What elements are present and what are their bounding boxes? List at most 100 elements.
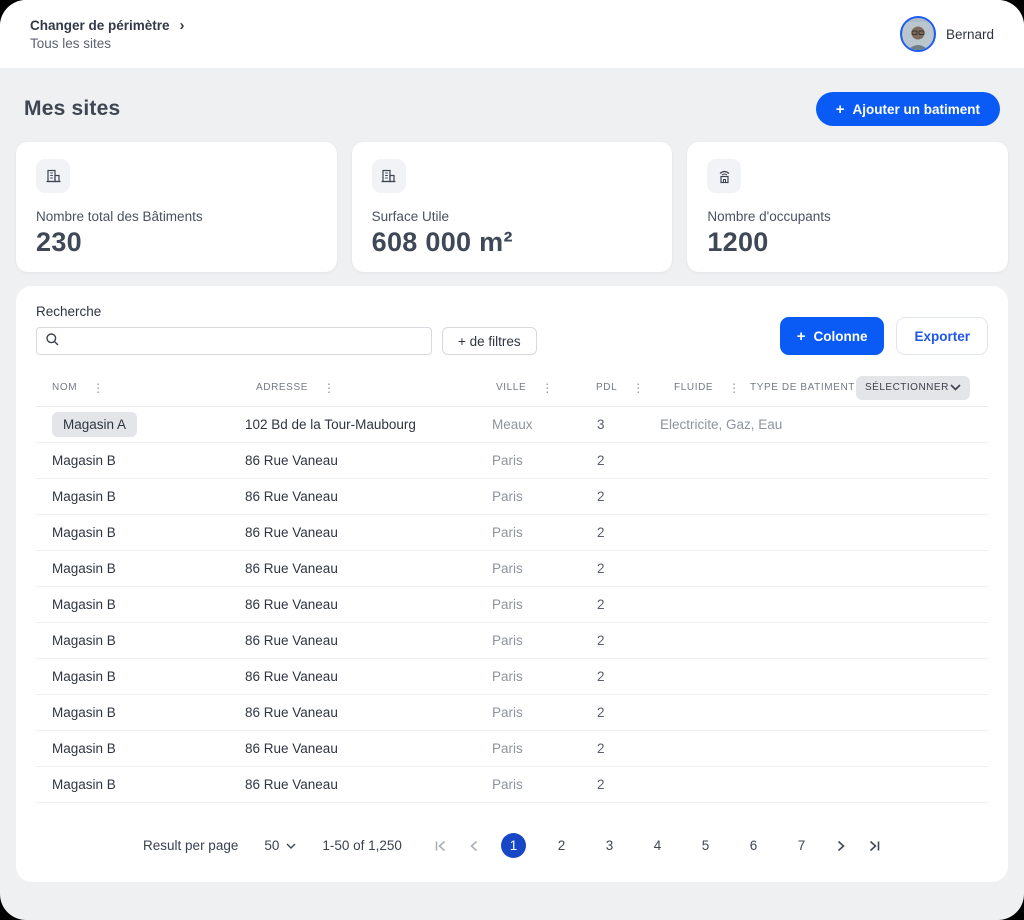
- first-page-icon[interactable]: [434, 840, 447, 852]
- stat-value: 608 000 m²: [371, 227, 513, 257]
- row-address: 86 Rue Vaneau: [245, 597, 338, 612]
- row-address: 86 Rue Vaneau: [245, 561, 338, 576]
- breadcrumb: Changer de périmètre › Tous les sites: [30, 18, 185, 51]
- row-city: Paris: [492, 597, 523, 612]
- row-fluide: Electricite, Gaz, Eau: [660, 417, 783, 432]
- export-button[interactable]: Exporter: [896, 317, 988, 355]
- select-dropdown[interactable]: SÉLECTIONNER: [856, 375, 970, 400]
- row-name: Magasin B: [52, 741, 116, 756]
- page-size-select[interactable]: 50: [264, 838, 296, 853]
- search-label: Recherche: [36, 304, 102, 319]
- more-filters-button[interactable]: + de filtres: [442, 327, 537, 355]
- stat-label: Surface Utile: [371, 209, 449, 224]
- kebab-menu-icon[interactable]: ⋮: [541, 380, 554, 395]
- table-row[interactable]: Magasin B 86 Rue Vaneau Paris 2: [36, 767, 988, 803]
- row-name: Magasin A: [52, 412, 138, 437]
- page-number[interactable]: 1: [500, 833, 526, 858]
- row-address: 86 Rue Vaneau: [245, 669, 338, 684]
- row-name: Magasin B: [52, 705, 116, 720]
- row-name: Magasin B: [52, 633, 116, 648]
- avatar[interactable]: [899, 16, 936, 52]
- page-numbers: 1 2 3 4 5 6 7: [500, 833, 814, 858]
- add-building-button[interactable]: + Ajouter un batiment: [815, 92, 1000, 126]
- page-number[interactable]: 5: [701, 838, 710, 853]
- column-header-ville[interactable]: VILLE ⋮: [496, 380, 554, 395]
- kebab-menu-icon[interactable]: ⋮: [323, 380, 335, 395]
- user-menu[interactable]: Bernard: [899, 16, 994, 52]
- previous-page-icon[interactable]: [470, 840, 478, 852]
- search-input[interactable]: [36, 327, 432, 355]
- table-row[interactable]: Magasin B 86 Rue Vaneau Paris 2: [36, 695, 988, 731]
- column-header-fluide[interactable]: FLUIDE ⋮: [674, 380, 741, 395]
- page-number[interactable]: 4: [653, 838, 662, 853]
- row-city: Paris: [492, 525, 523, 540]
- table-row[interactable]: Magasin B 86 Rue Vaneau Paris 2: [36, 623, 988, 659]
- row-pdl: 2: [597, 669, 605, 684]
- row-pdl: 3: [597, 417, 605, 432]
- row-city: Paris: [492, 453, 523, 468]
- row-pdl: 2: [597, 561, 605, 576]
- row-address: 102 Bd de la Tour-Maubourg: [245, 417, 416, 432]
- stat-card-surface: Surface Utile 608 000 m²: [351, 142, 673, 272]
- plus-icon: +: [796, 327, 806, 345]
- table-footer: Result per page 50 1-50 of 1,250: [36, 833, 988, 866]
- row-pdl: 2: [597, 525, 605, 540]
- row-name: Magasin B: [52, 669, 116, 684]
- add-building-label: Ajouter un batiment: [852, 101, 981, 117]
- stat-card-total-buildings: Nombre total des Bâtiments 230: [16, 142, 337, 272]
- table-row[interactable]: Magasin B 86 Rue Vaneau Paris 2: [36, 551, 988, 587]
- row-address: 86 Rue Vaneau: [245, 489, 338, 504]
- table-row[interactable]: Magasin B 86 Rue Vaneau Paris 2: [36, 731, 988, 767]
- column-header-type-batiment[interactable]: TYPE DE BATIMENT ⋮: [736, 381, 882, 395]
- row-city: Paris: [492, 669, 523, 684]
- stat-label: Nombre d'occupants: [707, 209, 831, 224]
- page-number[interactable]: 3: [605, 838, 614, 853]
- kebab-menu-icon[interactable]: ⋮: [728, 380, 741, 395]
- breadcrumb-perimeter[interactable]: Changer de périmètre ›: [30, 18, 185, 33]
- occupants-icon: [707, 159, 742, 193]
- plus-icon: +: [835, 100, 845, 118]
- table-body: Magasin A 102 Bd de la Tour-Maubourg Mea…: [36, 407, 988, 803]
- page-number[interactable]: 7: [797, 838, 806, 853]
- row-city: Meaux: [492, 417, 533, 432]
- row-address: 86 Rue Vaneau: [245, 741, 338, 756]
- row-name: Magasin B: [52, 561, 116, 576]
- page-number[interactable]: 2: [557, 838, 566, 853]
- table-row[interactable]: Magasin B 86 Rue Vaneau Paris 2: [36, 515, 988, 551]
- chevron-down-icon: [286, 843, 296, 849]
- last-page-icon[interactable]: [868, 840, 881, 852]
- results-range: 1-50 of 1,250: [322, 838, 402, 853]
- user-name: Bernard: [945, 26, 994, 42]
- column-header-adresse[interactable]: ADRESSE ⋮: [256, 380, 335, 395]
- page-header: Mes sites + Ajouter un batiment: [0, 68, 1024, 142]
- table-row[interactable]: Magasin A 102 Bd de la Tour-Maubourg Mea…: [36, 407, 988, 443]
- table-row[interactable]: Magasin B 86 Rue Vaneau Paris 2: [36, 659, 988, 695]
- table-row[interactable]: Magasin B 86 Rue Vaneau Paris 2: [36, 479, 988, 515]
- row-name: Magasin B: [52, 489, 116, 504]
- table-row[interactable]: Magasin B 86 Rue Vaneau Paris 2: [36, 587, 988, 623]
- row-pdl: 2: [597, 705, 605, 720]
- row-city: Paris: [492, 489, 523, 504]
- add-column-button[interactable]: + Colonne: [779, 317, 885, 355]
- stat-value: 1200: [707, 227, 769, 257]
- breadcrumb-subtitle: Tous les sites: [30, 35, 112, 51]
- column-header-nom[interactable]: NOM ⋮: [52, 380, 105, 395]
- stat-card-occupants: Nombre d'occupants 1200: [687, 142, 1009, 272]
- select-label: SÉLECTIONNER: [865, 382, 949, 393]
- row-address: 86 Rue Vaneau: [245, 705, 338, 720]
- page-number[interactable]: 6: [749, 838, 758, 853]
- table-row[interactable]: Magasin B 86 Rue Vaneau Paris 2: [36, 443, 988, 479]
- row-pdl: 2: [597, 597, 605, 612]
- kebab-menu-icon[interactable]: ⋮: [632, 380, 645, 395]
- results-per-page-label: Result per page: [143, 838, 239, 853]
- column-header-pdl[interactable]: PDL ⋮: [596, 380, 645, 395]
- breadcrumb-title: Changer de périmètre: [30, 17, 170, 33]
- row-pdl: 2: [597, 633, 605, 648]
- kebab-menu-icon[interactable]: ⋮: [92, 380, 105, 395]
- row-pdl: 2: [597, 741, 605, 756]
- search-icon: [45, 332, 60, 352]
- sites-table-card: Recherche + de filtres +: [16, 286, 1008, 882]
- next-page-icon[interactable]: [837, 840, 845, 852]
- row-address: 86 Rue Vaneau: [245, 453, 338, 468]
